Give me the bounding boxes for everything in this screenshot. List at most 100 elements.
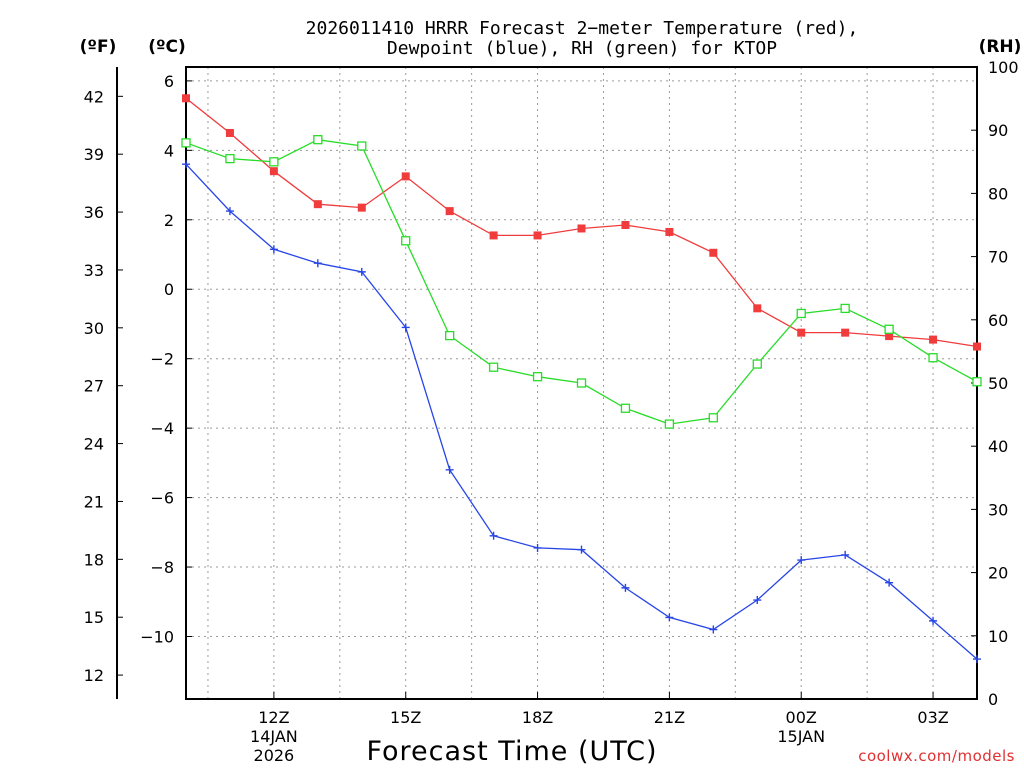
- celsius-tick-label: −4: [150, 419, 174, 438]
- temperature-point: [709, 248, 718, 257]
- dewpoint-point: [489, 531, 498, 540]
- relative-humidity-point: [620, 403, 631, 413]
- x-tick-label: 03Z: [917, 708, 948, 727]
- dewpoint-point: [709, 625, 718, 634]
- temperature-point: [973, 342, 981, 351]
- temperature-point: [489, 231, 498, 240]
- dewpoint-point: [577, 545, 586, 554]
- relative-humidity-point: [840, 303, 850, 314]
- celsius-tick-label: −8: [150, 558, 174, 577]
- x-axis-title: Forecast Time (UTC): [366, 736, 657, 767]
- relative-humidity-point: [752, 359, 762, 369]
- celsius-tick-label: 2: [164, 211, 174, 230]
- relative-humidity-point: [708, 413, 718, 423]
- relative-humidity-point: [796, 308, 806, 319]
- fahrenheit-tick-label: 33: [84, 261, 104, 280]
- temperature-point: [357, 203, 366, 212]
- relative-humidity-point: [664, 419, 675, 429]
- dewpoint-point: [401, 323, 410, 332]
- dewpoint-point: [225, 207, 234, 216]
- x-tick-year-label: 2026: [254, 746, 295, 765]
- rh-tick-label: 20: [988, 564, 1008, 583]
- rh-tick-label: 50: [988, 374, 1008, 393]
- fahrenheit-tick-label: 21: [84, 492, 104, 511]
- dewpoint-point: [313, 259, 322, 268]
- relative-humidity-point: [488, 362, 499, 372]
- dewpoint-point: [929, 616, 938, 625]
- celsius-tick-label: 0: [164, 280, 174, 299]
- chart-title-line1: 2026011410 HRRR Forecast 2−meter Tempera…: [306, 18, 859, 39]
- fahrenheit-tick-label: 24: [84, 435, 104, 454]
- relative-humidity-point: [181, 138, 191, 148]
- relative-humidity-point: [928, 353, 938, 363]
- relative-humidity-point: [357, 141, 367, 151]
- celsius-tick-label: 6: [164, 72, 174, 91]
- rh-tick-label: 100: [988, 58, 1019, 77]
- temperature-point: [182, 94, 190, 103]
- temperature-point: [885, 332, 894, 341]
- rh-tick-label: 60: [988, 311, 1008, 330]
- fahrenheit-tick-label: 36: [84, 203, 104, 222]
- celsius-tick-label: −2: [150, 350, 174, 369]
- x-tick-label: 12Z: [258, 708, 289, 727]
- temperature-point: [225, 128, 234, 137]
- x-tick-label: 15Z: [390, 708, 421, 727]
- dewpoint-point: [753, 596, 762, 605]
- fahrenheit-tick-label: 15: [84, 608, 104, 627]
- temperature-point: [313, 200, 322, 209]
- fahrenheit-tick-label: 30: [84, 319, 104, 338]
- rh-tick-label: 30: [988, 500, 1008, 519]
- rh-unit-label: (RH): [979, 37, 1022, 57]
- fahrenheit-tick-label: 42: [84, 87, 104, 106]
- fahrenheit-tick-label: 39: [84, 145, 104, 164]
- x-tick-date-label: 14JAN: [250, 727, 298, 746]
- fahrenheit-unit-label: (ºF): [80, 37, 117, 57]
- fahrenheit-tick-label: 18: [84, 550, 104, 569]
- dewpoint-point: [841, 550, 850, 559]
- relative-humidity-point: [269, 157, 279, 167]
- x-tick-label: 18Z: [522, 708, 553, 727]
- tick-labels: 6420−2−4−6−8−104239363330272421181512100…: [84, 58, 1019, 765]
- dewpoint-point: [885, 578, 894, 587]
- celsius-tick-label: 4: [164, 141, 174, 160]
- dewpoint-point: [533, 543, 542, 552]
- credit-link[interactable]: coolwx.com/models: [858, 747, 1015, 765]
- celsius-unit-label: (ºC): [148, 37, 186, 57]
- relative-humidity-point: [401, 236, 411, 246]
- fahrenheit-tick-label: 27: [84, 377, 104, 396]
- temperature-point: [841, 328, 850, 337]
- relative-humidity-point: [313, 135, 323, 145]
- rh-tick-label: 80: [988, 184, 1008, 203]
- dewpoint-point: [973, 655, 981, 664]
- rh-tick-label: 70: [988, 248, 1008, 267]
- relative-humidity-point: [445, 330, 455, 341]
- temperature-point: [533, 231, 542, 240]
- relative-humidity-point: [225, 153, 235, 164]
- dewpoint-point: [357, 267, 366, 276]
- rh-tick-label: 90: [988, 121, 1008, 140]
- temperature-point: [797, 328, 806, 337]
- temperature-point: [445, 207, 454, 216]
- fahrenheit-tick-label: 12: [84, 666, 104, 685]
- temperature-point: [577, 224, 586, 233]
- celsius-tick-label: −6: [150, 489, 174, 508]
- dewpoint-point: [621, 583, 630, 592]
- chart-title-line2: Dewpoint (blue), RH (green) for KTOP: [387, 38, 777, 59]
- relative-humidity-point: [972, 377, 982, 387]
- x-tick-label: 00Z: [786, 708, 817, 727]
- temperature-point: [401, 172, 410, 181]
- dewpoint-point: [445, 465, 454, 474]
- dewpoint-point: [797, 556, 806, 565]
- rh-tick-label: 10: [988, 627, 1008, 646]
- rh-tick-label: 0: [988, 690, 998, 709]
- rh-tick-label: 40: [988, 437, 1008, 456]
- dewpoint-point: [269, 245, 278, 254]
- relative-humidity-point: [532, 372, 543, 382]
- data-series: [181, 94, 982, 664]
- temperature-point: [929, 335, 938, 344]
- temperature-point: [665, 227, 674, 236]
- relative-humidity-point: [576, 378, 587, 388]
- celsius-tick-label: −10: [140, 627, 174, 646]
- temperature-point: [621, 221, 630, 229]
- temperature-point: [269, 167, 278, 176]
